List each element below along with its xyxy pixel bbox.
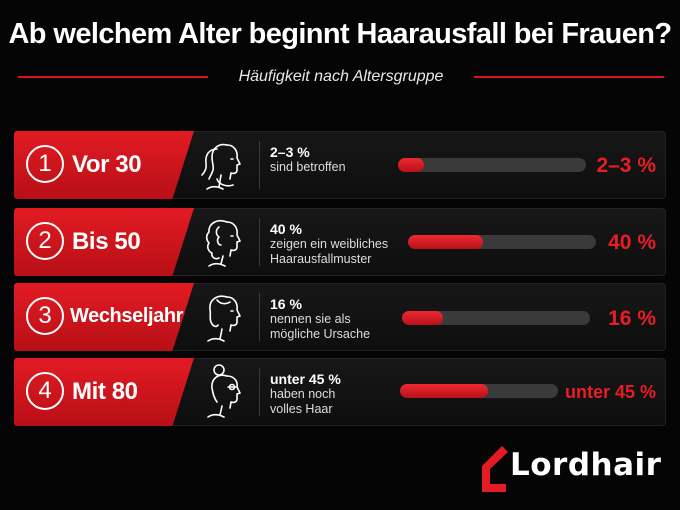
progress-fill [400, 384, 489, 398]
row-description: 16 % nennen sie als mögliche Ursache [270, 296, 410, 342]
age-row-1: 1 Vor 30 2–3 % sind betroffen 2–3 % [14, 131, 666, 199]
age-row-2: 2 Bis 50 40 % zeigen ein weibliches Haar… [14, 208, 666, 276]
age-label: Vor 30 [72, 151, 142, 178]
page-title: Ab welchem Alter beginnt Haarausfall bei… [8, 18, 672, 50]
row-number: 2 [26, 222, 64, 260]
stat-value: 40 % [270, 221, 302, 237]
woman-short-hair-profile-icon [207, 295, 241, 342]
brand-logo: Lordhair [476, 440, 666, 496]
age-label: Bis 50 [72, 228, 141, 255]
age-label: Wechseljahre [70, 305, 194, 327]
highlight-value: 16 % [608, 307, 656, 330]
woman-ponytail-profile-icon [201, 143, 241, 190]
stat-text-line-2: volles Haar [270, 402, 333, 416]
progress-bar [408, 235, 596, 249]
row-number: 3 [26, 297, 64, 335]
row-description: unter 45 % haben noch volles Haar [270, 371, 410, 417]
progress-bar [398, 158, 586, 172]
row-number: 4 [26, 372, 64, 410]
stat-value: unter 45 % [270, 371, 341, 387]
subtitle: Häufigkeit nach Altersgruppe [238, 68, 444, 85]
row-divider [259, 368, 260, 416]
age-badge: 3 Wechseljahre [14, 283, 194, 351]
stat-text-line-1: nennen sie als [270, 312, 351, 326]
progress-fill [408, 235, 484, 249]
stat-value: 16 % [270, 296, 302, 312]
highlight-value: 40 % [608, 231, 656, 254]
row-divider [259, 141, 260, 189]
progress-fill [402, 311, 444, 325]
stat-text-line-1: sind betroffen [270, 160, 346, 174]
progress-fill [398, 158, 425, 172]
age-badge: 2 Bis 50 [14, 208, 194, 276]
logo-text: Lordhair [510, 447, 662, 483]
subtitle-row: Häufigkeit nach Altersgruppe [18, 68, 664, 88]
row-description: 2–3 % sind betroffen [270, 144, 410, 175]
left-divider [18, 76, 208, 78]
lordhair-logo-icon [482, 446, 508, 492]
row-divider [259, 218, 260, 266]
progress-bar [400, 384, 558, 398]
highlight-value: unter 45 % [564, 382, 656, 402]
older-woman-bun-profile-icon [207, 364, 241, 418]
age-row-3: 3 Wechseljahre 16 % nennen sie als mögli… [14, 283, 666, 351]
stat-text-line-1: haben noch [270, 387, 336, 401]
woman-curly-hair-profile-icon [205, 219, 241, 267]
row-number: 1 [26, 145, 64, 183]
age-badge: 4 Mit 80 [14, 358, 194, 426]
stat-value: 2–3 % [270, 144, 310, 160]
row-divider [259, 293, 260, 341]
highlight-value: 2–3 % [596, 154, 656, 177]
right-divider [474, 76, 664, 78]
stat-text-line-2: Haarausfallmuster [270, 252, 372, 266]
row-description: 40 % zeigen ein weibliches Haarausfallmu… [270, 221, 410, 267]
progress-bar [402, 311, 590, 325]
stat-text-line-1: zeigen ein weibliches [270, 237, 389, 251]
age-row-4: 4 Mit 80 unter 45 % haben noch volles Ha… [14, 358, 666, 426]
stat-text-line-2: mögliche Ursache [270, 327, 371, 341]
age-badge: 1 Vor 30 [14, 131, 194, 199]
age-label: Mit 80 [72, 378, 138, 405]
